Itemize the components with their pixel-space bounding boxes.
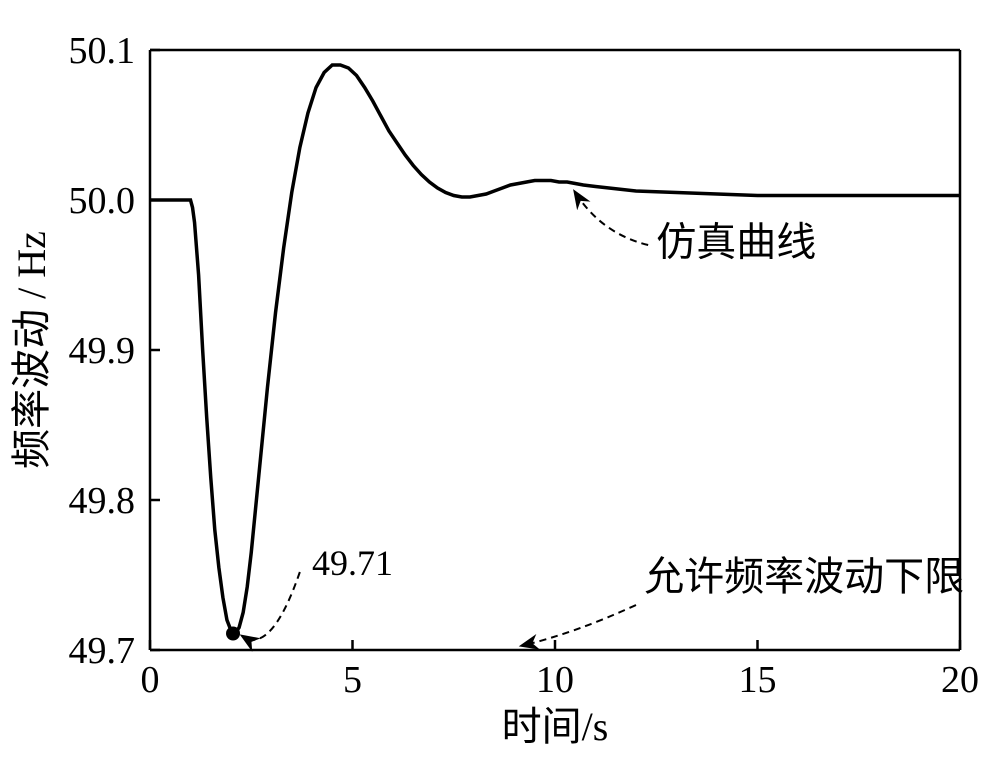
nadir-arrow bbox=[243, 572, 300, 640]
y-tick-label: 49.8 bbox=[69, 480, 136, 522]
x-tick-label: 5 bbox=[343, 659, 362, 701]
annotation-arrow-1 bbox=[523, 605, 636, 646]
nadir-label: 49.71 bbox=[312, 543, 393, 583]
annotation-text-0: 仿真曲线 bbox=[656, 220, 816, 265]
x-tick-label: 20 bbox=[941, 659, 979, 701]
y-tick-label: 50.0 bbox=[69, 180, 136, 222]
y-axis-label: 频率波动 / Hz bbox=[9, 231, 54, 469]
chart-svg: 0 5 10 15 20 49.7 49.8 49.9 50.0 50.1 时间/s 频率波动 / H… bbox=[0, 0, 1000, 757]
y-tick-label: 49.9 bbox=[69, 330, 136, 372]
frequency-chart: 0 5 10 15 20 49.7 49.8 49.9 50.0 50.1 时间/s 频率波动 / H… bbox=[0, 0, 1000, 757]
x-tick-label: 10 bbox=[536, 659, 574, 701]
nadir-point bbox=[226, 627, 240, 641]
annotation-text-1: 允许频率波动下限 bbox=[644, 554, 964, 599]
annotation-arrow-0 bbox=[575, 193, 648, 246]
x-tick-label: 0 bbox=[141, 659, 160, 701]
y-tick-label: 49.7 bbox=[69, 630, 136, 672]
x-axis-label: 时间/s bbox=[502, 704, 609, 749]
simulation-curve bbox=[150, 65, 960, 634]
x-tick-label: 15 bbox=[739, 659, 777, 701]
y-tick-label: 50.1 bbox=[69, 30, 136, 72]
